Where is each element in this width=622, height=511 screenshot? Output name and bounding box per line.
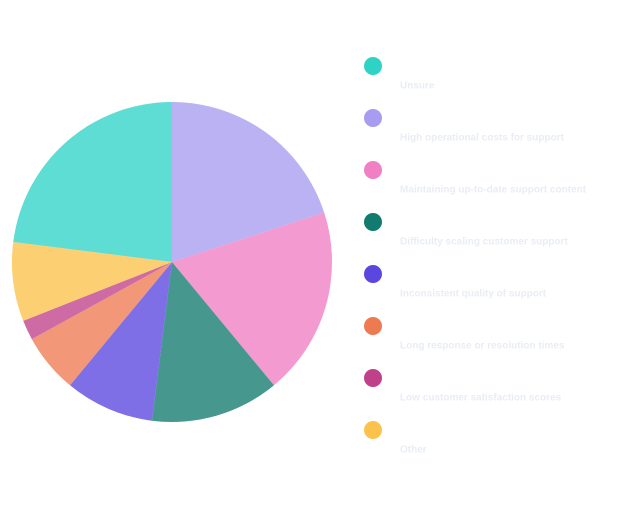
legend-swatch xyxy=(364,161,382,179)
legend-swatch xyxy=(364,57,382,75)
legend-label: Other xyxy=(400,445,427,456)
legend-label: High operational costs for support xyxy=(400,133,565,144)
legend-label: Low customer satisfaction scores xyxy=(400,393,562,404)
pie-slice xyxy=(151,262,274,422)
pie-slice xyxy=(31,262,173,386)
legend-swatch xyxy=(364,317,382,335)
legend-label: Maintaining up-to-date support content xyxy=(400,185,587,196)
pie-slice xyxy=(70,262,172,421)
legend-swatch xyxy=(364,109,382,127)
pie-slice xyxy=(13,102,173,262)
pie-slice xyxy=(23,262,172,340)
legend-label: Unsure xyxy=(400,81,435,92)
legend-label: Long response or resolution times xyxy=(400,341,565,352)
pie-slice xyxy=(172,212,332,386)
legend-swatch xyxy=(364,265,382,283)
legend-label: Difficulty scaling customer support xyxy=(400,237,568,248)
pie-slice xyxy=(12,241,172,321)
legend-swatch xyxy=(364,213,382,231)
legend-swatch xyxy=(364,421,382,439)
pie-slice xyxy=(172,102,325,262)
legend-swatch xyxy=(364,369,382,387)
legend-label: Inconsistent quality of support xyxy=(400,289,547,300)
